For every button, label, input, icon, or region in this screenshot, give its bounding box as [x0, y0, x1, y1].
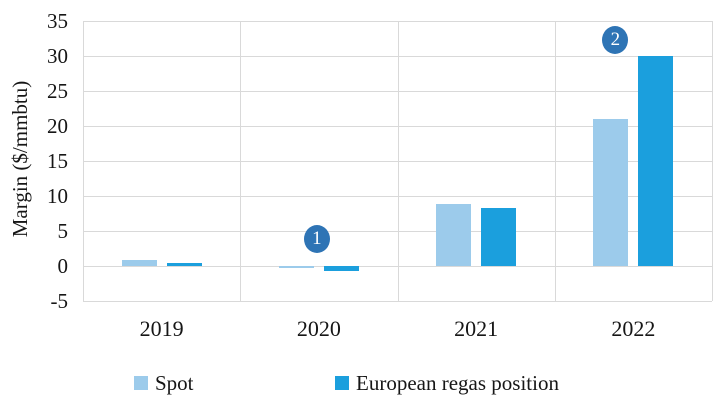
- legend-marker-spot: [134, 376, 148, 390]
- gridline-y-15: [83, 161, 712, 162]
- gridline-x-4: [712, 21, 713, 301]
- gridline-x-2: [398, 21, 399, 301]
- gridline-y-35: [83, 21, 712, 22]
- bar-regas-2020: [323, 266, 359, 271]
- bar-spot-2020: [278, 266, 314, 269]
- bar-regas-2021: [481, 207, 517, 266]
- gridline-y-5: [83, 231, 712, 232]
- x-axis-label-2019: 2019: [139, 316, 184, 341]
- bar-regas-2022: [638, 56, 674, 266]
- plot-area: [83, 21, 713, 302]
- bar-spot-2022: [593, 119, 629, 266]
- x-axis-label-2022: 2022: [611, 316, 656, 341]
- gridline-y-10: [83, 196, 712, 197]
- gridline-y-30: [83, 56, 712, 57]
- x-axis-label-2021: 2021: [454, 316, 499, 341]
- annotation-circle-1: 1: [303, 225, 330, 254]
- bar-spot-2019: [121, 259, 157, 266]
- legend-label-regas: European regas position: [356, 371, 559, 395]
- gridline-x-3: [555, 21, 556, 301]
- y-tick-label-35: 35: [47, 9, 68, 33]
- x-axis-label-2020: 2020: [296, 316, 341, 341]
- gridline-x-1: [240, 21, 241, 301]
- bar-regas-2019: [166, 262, 202, 266]
- y-tick-label-0: 0: [57, 254, 69, 278]
- y-tick-label-30: 30: [47, 44, 68, 68]
- annotation-circle-2: 2: [602, 25, 629, 54]
- y-tick-label-20: 20: [47, 114, 68, 138]
- y-tick-label-15: 15: [47, 149, 68, 173]
- gridline-y--5: [83, 301, 712, 302]
- y-tick-label--5: -5: [50, 289, 69, 313]
- legend-item-regas: European regas position: [335, 370, 559, 396]
- legend-label-spot: Spot: [155, 371, 194, 395]
- bar-spot-2021: [436, 204, 472, 266]
- y-tick-label-5: 5: [57, 219, 69, 243]
- gridline-y-0: [83, 266, 712, 267]
- y-tick-label-25: 25: [47, 79, 68, 103]
- gridline-y-25: [83, 91, 712, 92]
- y-tick-label-10: 10: [47, 184, 68, 208]
- gridline-x-0: [83, 21, 84, 301]
- legend-item-spot: Spot: [134, 370, 194, 396]
- legend-marker-regas: [335, 376, 349, 390]
- gridline-y-20: [83, 126, 712, 127]
